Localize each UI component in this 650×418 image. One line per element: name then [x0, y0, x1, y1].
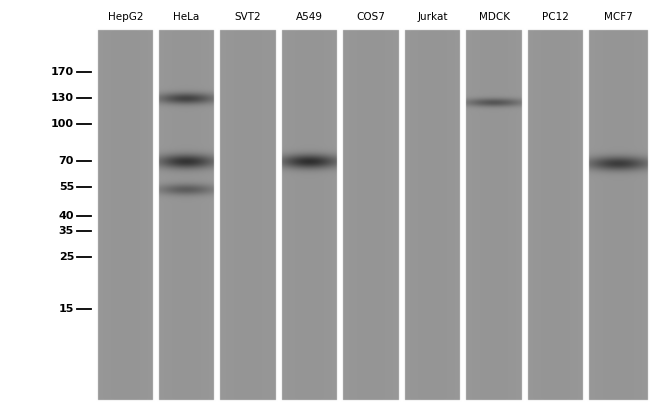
Text: 35: 35 — [58, 226, 74, 236]
Text: MCF7: MCF7 — [604, 12, 633, 22]
Text: PC12: PC12 — [542, 12, 569, 22]
Text: 25: 25 — [58, 252, 74, 262]
Text: Jurkat: Jurkat — [417, 12, 448, 22]
Text: HepG2: HepG2 — [108, 12, 143, 22]
Text: 130: 130 — [51, 93, 74, 103]
Text: COS7: COS7 — [357, 12, 385, 22]
Text: HeLa: HeLa — [174, 12, 200, 22]
Text: 15: 15 — [58, 304, 74, 314]
Text: 55: 55 — [58, 182, 74, 192]
Text: 170: 170 — [51, 67, 74, 77]
Text: MDCK: MDCK — [478, 12, 510, 22]
Text: 100: 100 — [51, 119, 74, 129]
Text: SVT2: SVT2 — [235, 12, 261, 22]
Text: 70: 70 — [58, 156, 74, 166]
Text: 40: 40 — [58, 211, 74, 221]
Text: A549: A549 — [296, 12, 323, 22]
